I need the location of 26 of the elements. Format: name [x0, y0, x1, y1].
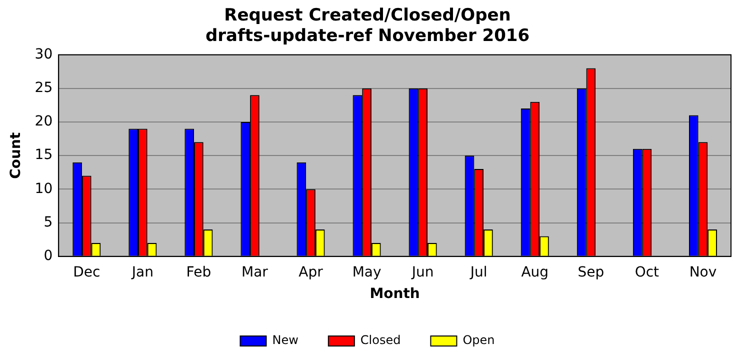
x-tick-label: May	[352, 264, 382, 280]
x-tick-label: Nov	[689, 264, 717, 280]
y-tick-label: 20	[34, 114, 53, 130]
x-tick-label: Oct	[634, 264, 660, 280]
x-tick-label: Jan	[130, 264, 154, 280]
y-tick-label: 25	[34, 80, 53, 96]
legend-label: Closed	[360, 333, 401, 348]
chart-title: Request Created/Closed/Open	[224, 6, 511, 26]
x-tick-label: Mar	[242, 264, 268, 280]
x-tick-label: Apr	[298, 264, 324, 280]
legend-label: New	[272, 333, 299, 348]
y-tick-label: 15	[34, 147, 53, 164]
x-axis-title: Month	[370, 286, 420, 302]
y-axis-title: Count	[8, 132, 24, 179]
y-tick-label: 10	[34, 180, 53, 197]
x-tick-label: Jul	[469, 264, 488, 280]
x-tick-label: Sep	[578, 264, 604, 280]
legend-label: Open	[462, 333, 495, 348]
y-tick-label: 5	[44, 214, 53, 230]
x-tick-label: Feb	[186, 264, 212, 280]
y-tick-label: 30	[34, 46, 53, 62]
x-tick-label: Dec	[73, 264, 100, 280]
y-tick-label: 0	[44, 248, 53, 264]
x-tick-label: Jun	[410, 264, 434, 280]
x-tick-label: Aug	[521, 264, 549, 280]
chart-subtitle: drafts-update-ref November 2016	[205, 26, 530, 46]
